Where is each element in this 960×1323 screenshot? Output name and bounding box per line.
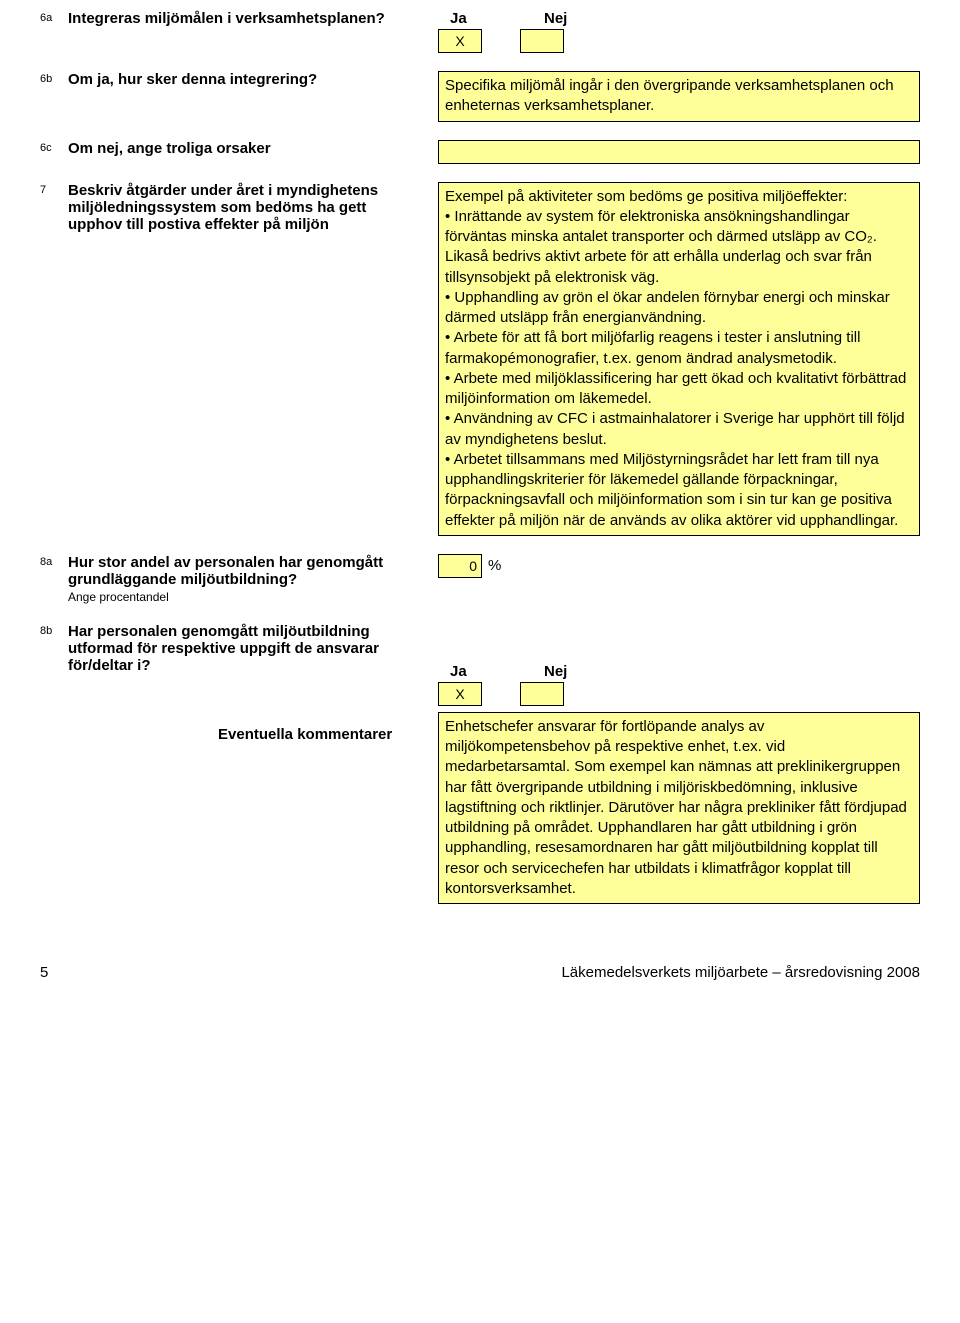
- percent-input[interactable]: 0: [438, 554, 482, 578]
- comment-label: Eventuella kommentarer: [218, 726, 420, 743]
- comment-cell: Enhetschefer ansvarar för fortlöpande an…: [438, 712, 920, 904]
- yesno-group: Ja Nej X: [438, 10, 920, 53]
- question-6c: 6c Om nej, ange troliga orsaker: [40, 140, 920, 164]
- answer-cell: Specifika miljömål ingår i den övergripa…: [438, 71, 920, 122]
- ja-checkbox[interactable]: X: [438, 682, 482, 706]
- question-8b-comment: Eventuella kommentarer Enhetschefer ansv…: [40, 712, 920, 904]
- answer-textbox[interactable]: [438, 140, 920, 164]
- yesno-group: Ja Nej X: [438, 623, 920, 706]
- answer-textbox[interactable]: Exempel på aktiviteter som bedöms ge pos…: [438, 182, 920, 536]
- question-number: 6c: [40, 140, 68, 154]
- question-number: 6a: [40, 10, 68, 24]
- question-label: Integreras miljömålen i verksamhetsplane…: [68, 10, 438, 27]
- page-footer: 5 Läkemedelsverkets miljöarbete – årsred…: [40, 964, 920, 981]
- question-8a: 8a Hur stor andel av personalen har geno…: [40, 554, 920, 605]
- comment-label-col: Eventuella kommentarer: [68, 712, 438, 743]
- question-7: 7 Beskriv åtgärder under året i myndighe…: [40, 182, 920, 536]
- comment-textbox[interactable]: Enhetschefer ansvarar för fortlöpande an…: [438, 712, 920, 904]
- question-number: 6b: [40, 71, 68, 85]
- question-number: 7: [40, 182, 68, 196]
- page-number: 5: [40, 964, 48, 981]
- question-label-text: Hur stor andel av personalen har genomgå…: [68, 554, 383, 588]
- question-6b: 6b Om ja, hur sker denna integrering? Sp…: [40, 71, 920, 122]
- footer-title: Läkemedelsverkets miljöarbete – årsredov…: [561, 964, 920, 981]
- yesno-header: Ja Nej: [438, 663, 920, 680]
- ja-label: Ja: [450, 10, 494, 27]
- nej-checkbox[interactable]: [520, 29, 564, 53]
- nej-checkbox[interactable]: [520, 682, 564, 706]
- nej-label: Nej: [544, 663, 588, 680]
- spacer: [40, 712, 68, 714]
- question-number: 8b: [40, 623, 68, 637]
- nej-label: Nej: [544, 10, 588, 27]
- question-number: 8a: [40, 554, 68, 568]
- question-label: Om ja, hur sker denna integrering?: [68, 71, 438, 88]
- answer-cell: Exempel på aktiviteter som bedöms ge pos…: [438, 182, 920, 536]
- question-label: Om nej, ange troliga orsaker: [68, 140, 438, 157]
- yesno-boxes: X: [438, 29, 920, 53]
- question-hint: Ange procentandel: [68, 590, 169, 604]
- percent-group: 0 %: [438, 554, 920, 578]
- question-label: Hur stor andel av personalen har genomgå…: [68, 554, 438, 605]
- answer-textbox[interactable]: Specifika miljömål ingår i den övergripa…: [438, 71, 920, 122]
- question-8b: 8b Har personalen genomgått miljöutbildn…: [40, 623, 920, 706]
- percent-unit: %: [488, 554, 501, 578]
- ja-label: Ja: [450, 663, 494, 680]
- question-label: Har personalen genomgått miljöutbildning…: [68, 623, 438, 674]
- question-6a: 6a Integreras miljömålen i verksamhetspl…: [40, 10, 920, 53]
- ja-checkbox[interactable]: X: [438, 29, 482, 53]
- yesno-header: Ja Nej: [438, 10, 920, 27]
- yesno-boxes: X: [438, 682, 920, 706]
- question-label: Beskriv åtgärder under året i myndighete…: [68, 182, 438, 233]
- answer-cell: [438, 140, 920, 164]
